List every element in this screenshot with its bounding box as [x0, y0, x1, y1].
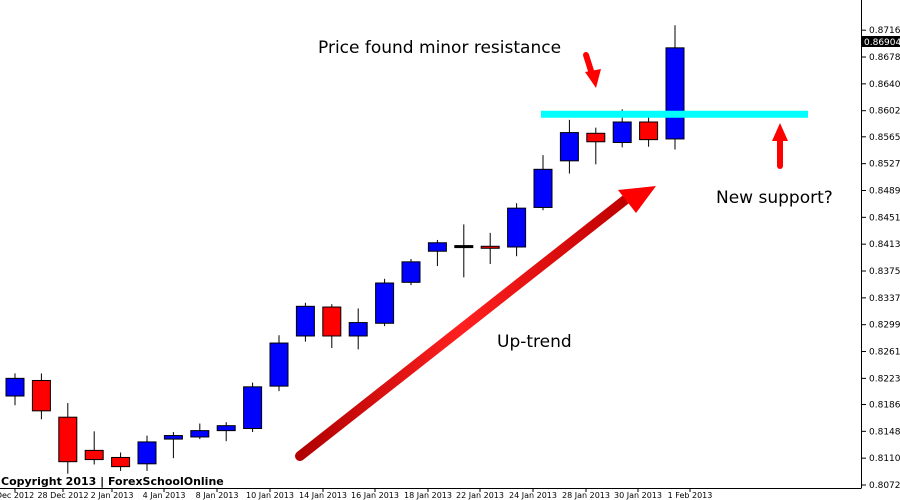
- candle: [243, 382, 263, 433]
- candle-body: [507, 207, 527, 248]
- annotation-support: New support?: [716, 188, 833, 208]
- copyright-text: Copyright 2013 | ForexSchoolOnline: [1, 475, 224, 488]
- x-tick-label: 2 Jan 2013: [91, 491, 134, 500]
- resistance-arrow-shaft: [583, 52, 595, 77]
- x-tick-label: 24 Jan 2013: [509, 491, 557, 500]
- candle-body: [665, 47, 685, 140]
- candle-body: [427, 242, 447, 252]
- candle-body: [243, 386, 263, 430]
- x-tick-label: 8 Jan 2013: [196, 491, 239, 500]
- candles-layer: [5, 25, 685, 474]
- arrows-layer: [295, 52, 788, 461]
- candle: [639, 114, 659, 147]
- annotation-trend: Up-trend: [497, 332, 572, 352]
- candle: [190, 423, 210, 440]
- uptrend-arrow-shaft: [295, 195, 630, 461]
- candle: [163, 432, 183, 459]
- candle-body: [31, 379, 51, 412]
- x-tick-label: 28 Dec 2012: [37, 491, 88, 500]
- candle: [269, 335, 289, 392]
- candle-body: [58, 416, 78, 463]
- candle: [58, 403, 78, 474]
- candle: [322, 304, 342, 348]
- candle: [454, 224, 474, 278]
- annotation-resistance: Price found minor resistance: [318, 38, 561, 58]
- uptrend-arrow-head: [618, 186, 656, 213]
- candle-body: [401, 261, 421, 283]
- candle-body: [295, 305, 315, 337]
- candle: [84, 431, 104, 465]
- y-tick-label: 0.80720: [869, 481, 900, 491]
- candle-body: [84, 449, 104, 461]
- resistance-arrow-head: [585, 69, 601, 88]
- candle-body: [375, 282, 395, 324]
- candle: [559, 119, 579, 174]
- candle-body: [111, 456, 131, 468]
- x-tick-label: 18 Jan 2013: [404, 491, 452, 500]
- candle-body: [533, 168, 553, 208]
- candle: [31, 373, 51, 420]
- candle: [348, 308, 368, 350]
- candle-body: [190, 430, 210, 438]
- x-tick-label: 28 Jan 2013: [562, 491, 610, 500]
- support-arrow-head: [772, 123, 788, 141]
- candle-body: [348, 322, 368, 337]
- candle-body: [5, 377, 25, 397]
- candle: [5, 373, 25, 406]
- candle-body: [639, 121, 659, 141]
- x-tick-label: 30 Jan 2013: [614, 491, 662, 500]
- candle-body: [480, 245, 500, 249]
- candle-body: [322, 306, 342, 337]
- current-price-box: [862, 36, 900, 47]
- current-price-label: 0.86904: [864, 38, 900, 48]
- candle: [533, 155, 553, 211]
- candle-body: [269, 342, 289, 387]
- candle: [401, 259, 421, 286]
- x-tick-label: 16 Jan 2013: [351, 491, 399, 500]
- candle: [295, 302, 315, 342]
- candle-body: [216, 425, 236, 432]
- x-tick-label: 22 Jan 2013: [456, 491, 504, 500]
- candle-body: [586, 132, 606, 143]
- candle-body: [559, 132, 579, 162]
- candle: [480, 232, 500, 264]
- x-tick-label: 1 Feb 2013: [668, 491, 713, 500]
- x-tick-label: Dec 2012: [0, 491, 34, 500]
- candle: [111, 452, 131, 471]
- candle: [137, 435, 157, 471]
- candle-body: [612, 121, 632, 143]
- candle-body: [454, 245, 474, 249]
- x-tick-label: 10 Jan 2013: [246, 491, 294, 500]
- candle: [375, 278, 395, 327]
- x-tick-label: 14 Jan 2013: [299, 491, 347, 500]
- candle: [586, 127, 606, 165]
- candle: [216, 422, 236, 442]
- candle: [507, 203, 527, 257]
- candle: [427, 239, 447, 267]
- candle-body: [163, 435, 183, 440]
- x-tick-label: 4 Jan 2013: [143, 491, 186, 500]
- candle-body: [137, 441, 157, 465]
